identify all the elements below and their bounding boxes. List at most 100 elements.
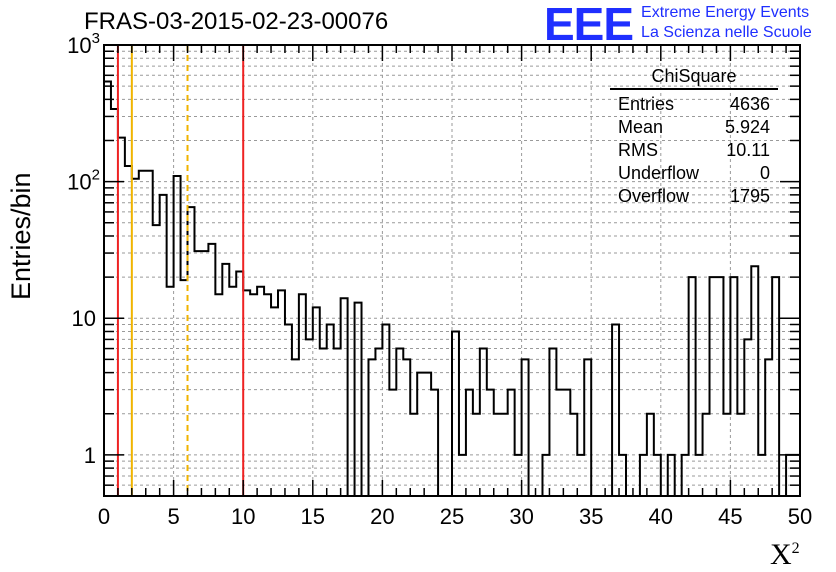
- histogram-bin: [201, 251, 208, 496]
- histogram-bin: [278, 290, 285, 496]
- x-tick-label: 30: [509, 504, 533, 529]
- histogram-bin: [174, 176, 181, 496]
- x-tick-label: 5: [167, 504, 179, 529]
- histogram-bin: [682, 455, 689, 496]
- histogram-bin: [139, 171, 146, 496]
- histogram-bin: [466, 390, 473, 496]
- histogram-bin: [744, 339, 751, 496]
- histogram-bin: [647, 414, 654, 496]
- histogram-bin: [522, 359, 529, 496]
- logo-line-2: La Scienza nelle Scuole: [641, 24, 812, 41]
- histogram-bin: [501, 414, 508, 496]
- histogram-bin: [654, 455, 661, 496]
- stats-label: Mean: [618, 117, 664, 137]
- histogram-bin: [723, 414, 730, 496]
- histogram-bin: [167, 287, 174, 496]
- stats-box: ChiSquare Entries 4636 Mean 5.924 RMS 10…: [610, 66, 778, 208]
- x-tick-label: 25: [440, 504, 464, 529]
- histogram-bin: [292, 359, 299, 496]
- histogram-bin: [306, 339, 313, 496]
- histogram-bin: [355, 303, 362, 496]
- histogram-bin: [452, 331, 459, 496]
- histogram-bin: [689, 277, 696, 496]
- histogram-bin: [577, 455, 584, 496]
- stats-value: 1795: [729, 186, 770, 206]
- stats-value: 10.11: [726, 140, 770, 160]
- x-tick-label: 10: [231, 504, 255, 529]
- histogram-bin: [125, 166, 132, 496]
- histogram-bin: [375, 349, 382, 496]
- histogram-bin: [208, 244, 215, 496]
- histogram-bin: [153, 225, 160, 496]
- stats-label: RMS: [618, 140, 658, 160]
- histogram-bin: [285, 324, 292, 496]
- histogram-bin: [132, 179, 139, 496]
- histogram-bin: [104, 82, 111, 496]
- x-tick-label: 20: [370, 504, 394, 529]
- histogram-bin: [271, 307, 278, 496]
- histogram-bin: [563, 390, 570, 496]
- stats-label: Underflow: [618, 163, 700, 183]
- histogram-bin: [243, 290, 250, 496]
- histogram-bin: [382, 324, 389, 496]
- axes: 0 5 10 15 20 25 30 35 40 45 50 1 10 102 103: [67, 30, 812, 529]
- histogram-bin: [431, 390, 438, 496]
- histogram-bin: [765, 359, 772, 496]
- reference-lines: [116, 45, 245, 496]
- histogram-bin: [710, 277, 717, 496]
- logo-text: Extreme Energy Events La Scienza nelle S…: [641, 3, 812, 43]
- eee-logo: EEE Extreme Energy Events La Scienza nel…: [544, 1, 812, 47]
- histogram-bin: [396, 349, 403, 496]
- x-tick-label: 50: [788, 504, 812, 529]
- histogram-bin: [758, 455, 765, 496]
- logo-line-1: Extreme Energy Events: [641, 4, 810, 21]
- histogram-bin: [716, 277, 723, 496]
- histogram-bin: [508, 390, 515, 496]
- histogram-bin: [334, 349, 341, 496]
- stats-label: Entries: [618, 94, 675, 114]
- histogram-bin: [188, 207, 195, 496]
- histogram-bin: [772, 277, 779, 496]
- y-tick-label: 10: [72, 306, 96, 331]
- histogram-bin: [619, 455, 626, 496]
- y-tick-label: 1: [84, 443, 96, 468]
- histogram-bin: [257, 287, 264, 496]
- histogram-bin: [584, 359, 591, 496]
- histogram-bin: [341, 298, 348, 496]
- stats-value: 0: [759, 163, 770, 183]
- histogram-bin: [222, 264, 229, 496]
- stats-label: Overflow: [618, 186, 690, 206]
- histogram-bin: [250, 294, 257, 496]
- histogram-bin: [403, 359, 410, 496]
- histogram-bin: [494, 414, 501, 496]
- histogram-bin: [459, 455, 466, 496]
- histogram-bin: [368, 359, 375, 496]
- histogram-bin: [737, 414, 744, 496]
- histogram-bin: [473, 414, 480, 496]
- histogram-bin: [668, 455, 675, 496]
- histogram-bin: [229, 287, 236, 496]
- histogram-bin: [640, 455, 647, 496]
- stats-title: ChiSquare: [610, 66, 778, 90]
- stats-row-entries: Entries 4636: [610, 93, 778, 116]
- histogram-bin: [730, 277, 737, 496]
- histogram-bin: [417, 373, 424, 496]
- histogram-bin: [194, 251, 201, 496]
- y-tick-label: 103: [67, 30, 100, 58]
- histogram-bin: [549, 349, 556, 496]
- histogram-bin: [313, 307, 320, 496]
- histogram-bin: [146, 171, 153, 496]
- histogram-bin: [410, 414, 417, 496]
- histogram-bin: [118, 138, 125, 496]
- histogram-bin: [480, 349, 487, 496]
- x-axis-label: X2: [770, 538, 800, 572]
- histogram-bin: [515, 455, 522, 496]
- x-tick-label: 0: [98, 504, 110, 529]
- histogram-bin: [389, 390, 396, 496]
- x-axis-label-sup: 2: [791, 540, 800, 557]
- histogram-bin: [612, 324, 619, 496]
- stats-value: 4636: [729, 94, 770, 114]
- y-tick-label: 102: [67, 167, 100, 195]
- histogram-bin: [215, 294, 222, 496]
